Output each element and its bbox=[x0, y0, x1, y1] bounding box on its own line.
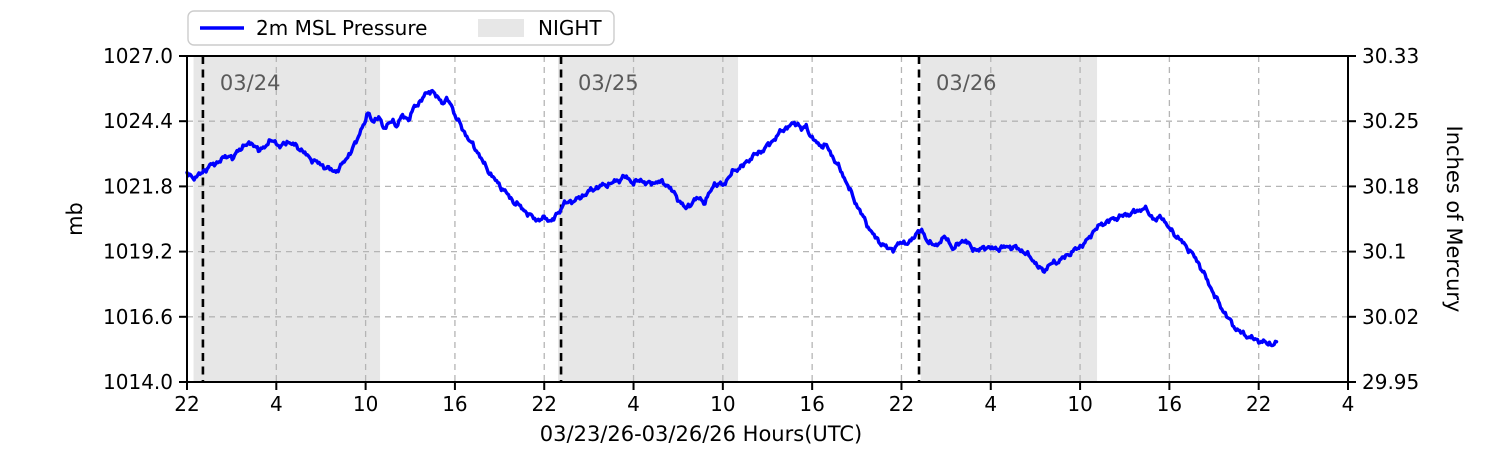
day-label: 03/24 bbox=[220, 71, 281, 95]
x-tick-label: 22 bbox=[889, 392, 914, 416]
day-boundaries: 03/24 03/25 03/26 bbox=[201, 56, 997, 382]
pressure-line bbox=[185, 88, 1279, 348]
x-tick-label: 4 bbox=[1342, 392, 1355, 416]
x-tick-label: 4 bbox=[270, 392, 283, 416]
y-right-tick-label: 30.18 bbox=[1362, 174, 1419, 198]
y-left-tick-label: 1019.2 bbox=[103, 240, 173, 264]
y-right-tick-label: 30.25 bbox=[1362, 109, 1419, 133]
y-left-tick-label: 1014.0 bbox=[103, 370, 173, 394]
y-right-tick-label: 30.1 bbox=[1362, 240, 1407, 264]
y-left-tick-label: 1027.0 bbox=[103, 44, 173, 68]
legend-patch-sample bbox=[478, 19, 524, 37]
legend: 2m MSL Pressure NIGHT bbox=[187, 10, 615, 46]
x-axis-title: 03/23/26-03/26/26 Hours(UTC) bbox=[540, 422, 862, 446]
x-tick-label: 22 bbox=[1246, 392, 1271, 416]
x-tick-label: 22 bbox=[174, 392, 199, 416]
day-label: 03/26 bbox=[936, 71, 997, 95]
day-label: 03/25 bbox=[578, 71, 639, 95]
legend-label-night: NIGHT bbox=[538, 16, 602, 40]
y-right-tick-label: 30.33 bbox=[1362, 44, 1419, 68]
night-band bbox=[193, 56, 381, 382]
x-tick-label: 10 bbox=[710, 392, 735, 416]
night-band bbox=[558, 56, 739, 382]
tick-marks bbox=[179, 55, 1356, 390]
tick-labels: 22 4 10 16 22 4 10 16 22 4 10 16 22 4 1014.0 29.95 1016.… bbox=[103, 44, 1419, 416]
y-left-tick-label: 1024.4 bbox=[103, 109, 173, 133]
axis-titles: 03/23/26-03/26/26 Hours(UTC) mb Inches of … bbox=[63, 126, 1466, 446]
y-right-axis-title: Inches of Mercury bbox=[1442, 126, 1466, 313]
y-right-tick-label: 29.95 bbox=[1362, 370, 1419, 394]
x-tick-label: 4 bbox=[627, 392, 640, 416]
x-tick-label: 4 bbox=[984, 392, 997, 416]
y-left-tick-label: 1016.6 bbox=[103, 305, 173, 329]
y-right-tick-label: 30.02 bbox=[1362, 305, 1419, 329]
y-left-axis-title: mb bbox=[63, 202, 87, 236]
axes-spines bbox=[186, 55, 1349, 383]
x-tick-label: 16 bbox=[799, 392, 824, 416]
y-left-tick-label: 1021.8 bbox=[103, 174, 173, 198]
x-tick-label: 10 bbox=[1067, 392, 1092, 416]
night-bands bbox=[193, 56, 1098, 382]
x-tick-label: 16 bbox=[442, 392, 467, 416]
x-tick-label: 10 bbox=[353, 392, 378, 416]
legend-label-pressure: 2m MSL Pressure bbox=[256, 16, 427, 40]
x-tick-label: 22 bbox=[532, 392, 557, 416]
night-band bbox=[920, 56, 1098, 382]
x-tick-label: 16 bbox=[1157, 392, 1182, 416]
